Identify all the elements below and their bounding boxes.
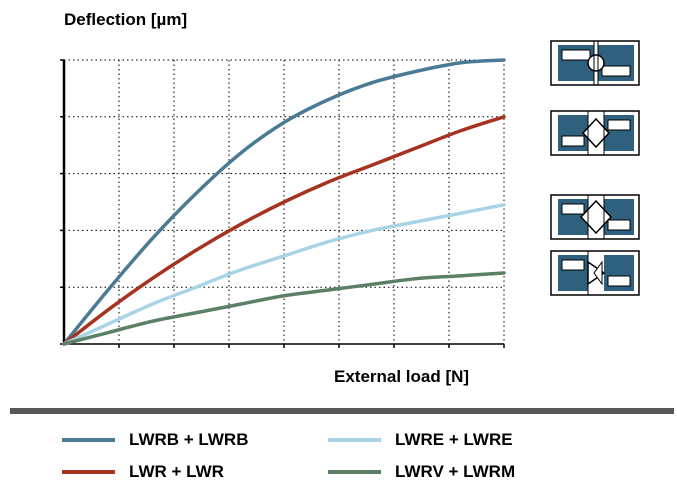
series-line-3	[62, 203, 506, 346]
divider	[10, 408, 674, 414]
v-roller-bearing-section-icon	[550, 250, 640, 296]
legend-swatch	[328, 470, 381, 474]
crossed-roller-bearing-section-icon	[550, 110, 640, 156]
legend-label: LWR + LWR	[129, 462, 224, 481]
x-axis-label: External load [N]	[334, 367, 470, 386]
crossed-roller-bearing-section-icon	[550, 194, 640, 240]
legend-item: LWRE + LWRE	[328, 430, 513, 450]
legend-item: LWRB + LWRB	[62, 430, 248, 450]
series-line-1	[62, 58, 506, 346]
series-group	[62, 58, 506, 346]
ball-bearing-section-icon	[550, 40, 640, 86]
deflection-chart	[60, 58, 506, 348]
legend-swatch	[62, 438, 115, 442]
series-line-2	[62, 115, 506, 346]
legend-label: LWRB + LWRB	[129, 430, 249, 449]
legend-label: LWRV + LWRM	[395, 462, 516, 481]
legend-label: LWRE + LWRE	[395, 430, 513, 449]
legend-swatch	[328, 438, 381, 442]
legend-item: LWRV + LWRM	[328, 462, 515, 482]
legend-swatch	[62, 470, 115, 474]
y-axis-label: Deflection [µm]	[64, 10, 188, 29]
series-line-4	[62, 271, 506, 346]
legend-item: LWR + LWR	[62, 462, 224, 482]
